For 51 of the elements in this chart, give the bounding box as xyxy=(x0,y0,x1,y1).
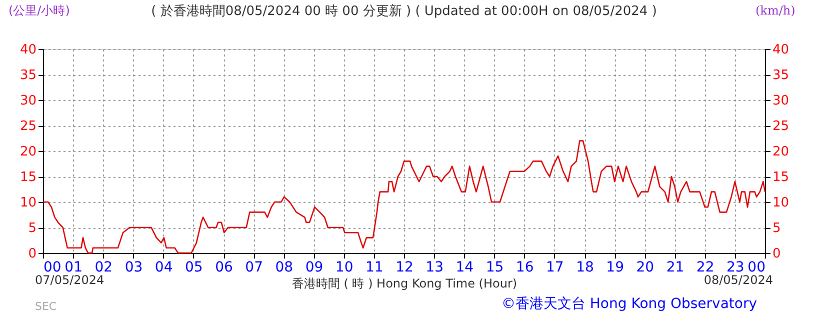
y2-axis-title: (km/h) xyxy=(756,4,796,18)
y-axis-title: (公里/小時) xyxy=(8,4,70,18)
x-tick-label: 02 xyxy=(94,260,113,276)
x-tick-label: 00 xyxy=(44,260,62,276)
x-tick-label: 13 xyxy=(426,260,444,276)
x-tick-label: 03 xyxy=(124,260,143,276)
text: 08/05/2024 xyxy=(704,273,773,287)
x-tick-label: 14 xyxy=(456,260,474,276)
x-tick-label: 20 xyxy=(636,260,654,276)
y2-tick-label: 25 xyxy=(772,119,790,134)
x-tick-label: 16 xyxy=(516,260,534,276)
text: SEC xyxy=(35,300,57,313)
y2-tick-label: 10 xyxy=(772,196,790,210)
y2-tick-label: 20 xyxy=(772,144,790,160)
y2-tick-label: 5 xyxy=(772,221,781,236)
x-tick-label: 00 xyxy=(748,260,766,276)
y-tick-label: 20 xyxy=(20,144,36,160)
x-tick-label: 10 xyxy=(335,260,354,276)
x-tick-label: 21 xyxy=(666,260,684,276)
x-tick-label: 01 xyxy=(64,260,82,276)
x-tick-label: 15 xyxy=(486,260,504,276)
text: ©香港天文台 Hong Kong Observatory xyxy=(501,296,757,312)
text: 07/05/2024 xyxy=(35,273,104,287)
chart-title: ( 於香港時間08/05/2024 00 時 00 分更新 ) ( Updated at 00:00H on 08/05/2024 ) xyxy=(151,4,657,19)
y-tick-label: 5 xyxy=(28,221,36,236)
x-tick-label: 07 xyxy=(245,260,263,276)
y-tick-label: 30 xyxy=(20,94,36,108)
x-tick-label: 11 xyxy=(366,260,384,276)
x-tick-label: 05 xyxy=(185,260,203,276)
y-tick-label: 0 xyxy=(28,246,36,262)
x-tick-label: 22 xyxy=(696,260,714,276)
y2-tick-label: 40 xyxy=(772,42,790,58)
y2-tick-label: 15 xyxy=(772,170,790,185)
x-tick-label: 09 xyxy=(305,260,324,276)
x-tick-label: 19 xyxy=(606,260,624,276)
x-tick-label: 06 xyxy=(215,260,233,276)
y-tick-label: 25 xyxy=(20,119,36,134)
x-axis-title: 香港時間 ( 時 ) Hong Kong Time (Hour) xyxy=(292,276,518,290)
x-tick-label: 04 xyxy=(154,260,173,276)
y-tick-label: 15 xyxy=(20,170,36,185)
x-tick-label: 23 xyxy=(726,260,744,276)
y2-tick-label: 35 xyxy=(772,68,790,83)
x-tick-label: 08 xyxy=(275,260,294,276)
x-tick-label: 18 xyxy=(576,260,594,276)
y-tick-label: 10 xyxy=(20,196,36,210)
x-tick-label: 17 xyxy=(546,260,564,276)
y2-tick-label: 0 xyxy=(772,246,781,262)
y-tick-label: 35 xyxy=(20,68,36,83)
x-tick-label: 12 xyxy=(396,260,414,276)
y2-tick-label: 30 xyxy=(772,94,790,108)
y-tick-label: 40 xyxy=(20,42,36,58)
